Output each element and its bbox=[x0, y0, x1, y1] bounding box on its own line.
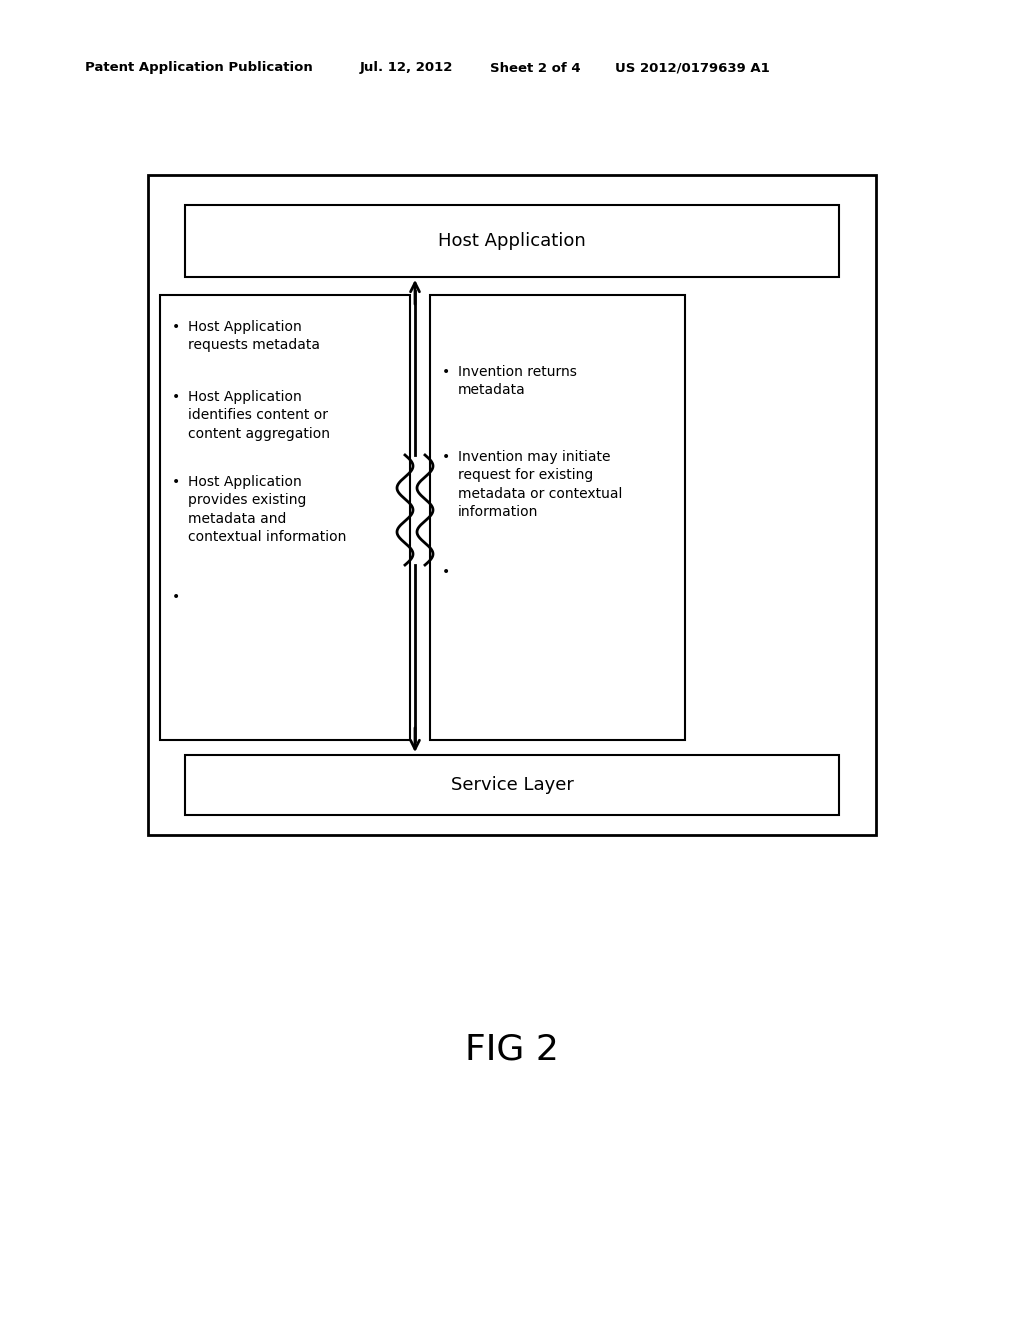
Text: US 2012/0179639 A1: US 2012/0179639 A1 bbox=[615, 62, 770, 74]
Bar bbox=[148, 176, 876, 836]
Text: Service Layer: Service Layer bbox=[451, 776, 573, 795]
Text: •: • bbox=[442, 565, 451, 579]
Text: Sheet 2 of 4: Sheet 2 of 4 bbox=[490, 62, 581, 74]
Text: •: • bbox=[172, 475, 180, 488]
Bar bbox=[430, 294, 685, 741]
Text: Jul. 12, 2012: Jul. 12, 2012 bbox=[360, 62, 454, 74]
Text: •: • bbox=[172, 319, 180, 334]
Text: Patent Application Publication: Patent Application Publication bbox=[85, 62, 312, 74]
Text: FIG 2: FIG 2 bbox=[465, 1034, 559, 1067]
Text: Invention may initiate
request for existing
metadata or contextual
information: Invention may initiate request for exist… bbox=[458, 450, 623, 519]
Bar bbox=[185, 755, 839, 814]
Text: Invention returns
metadata: Invention returns metadata bbox=[458, 366, 577, 397]
Text: Host Application
requests metadata: Host Application requests metadata bbox=[188, 319, 319, 352]
Text: •: • bbox=[172, 590, 180, 605]
Text: •: • bbox=[442, 450, 451, 465]
Text: Host Application
identifies content or
content aggregation: Host Application identifies content or c… bbox=[188, 389, 330, 441]
Text: Host Application
provides existing
metadata and
contextual information: Host Application provides existing metad… bbox=[188, 475, 346, 544]
Bar bbox=[160, 294, 410, 741]
Bar bbox=[185, 205, 839, 277]
Text: •: • bbox=[172, 389, 180, 404]
Text: Host Application: Host Application bbox=[438, 232, 586, 249]
Text: •: • bbox=[442, 366, 451, 379]
